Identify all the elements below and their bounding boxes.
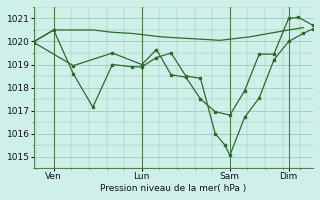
X-axis label: Pression niveau de la mer( hPa ): Pression niveau de la mer( hPa ) (100, 184, 247, 193)
